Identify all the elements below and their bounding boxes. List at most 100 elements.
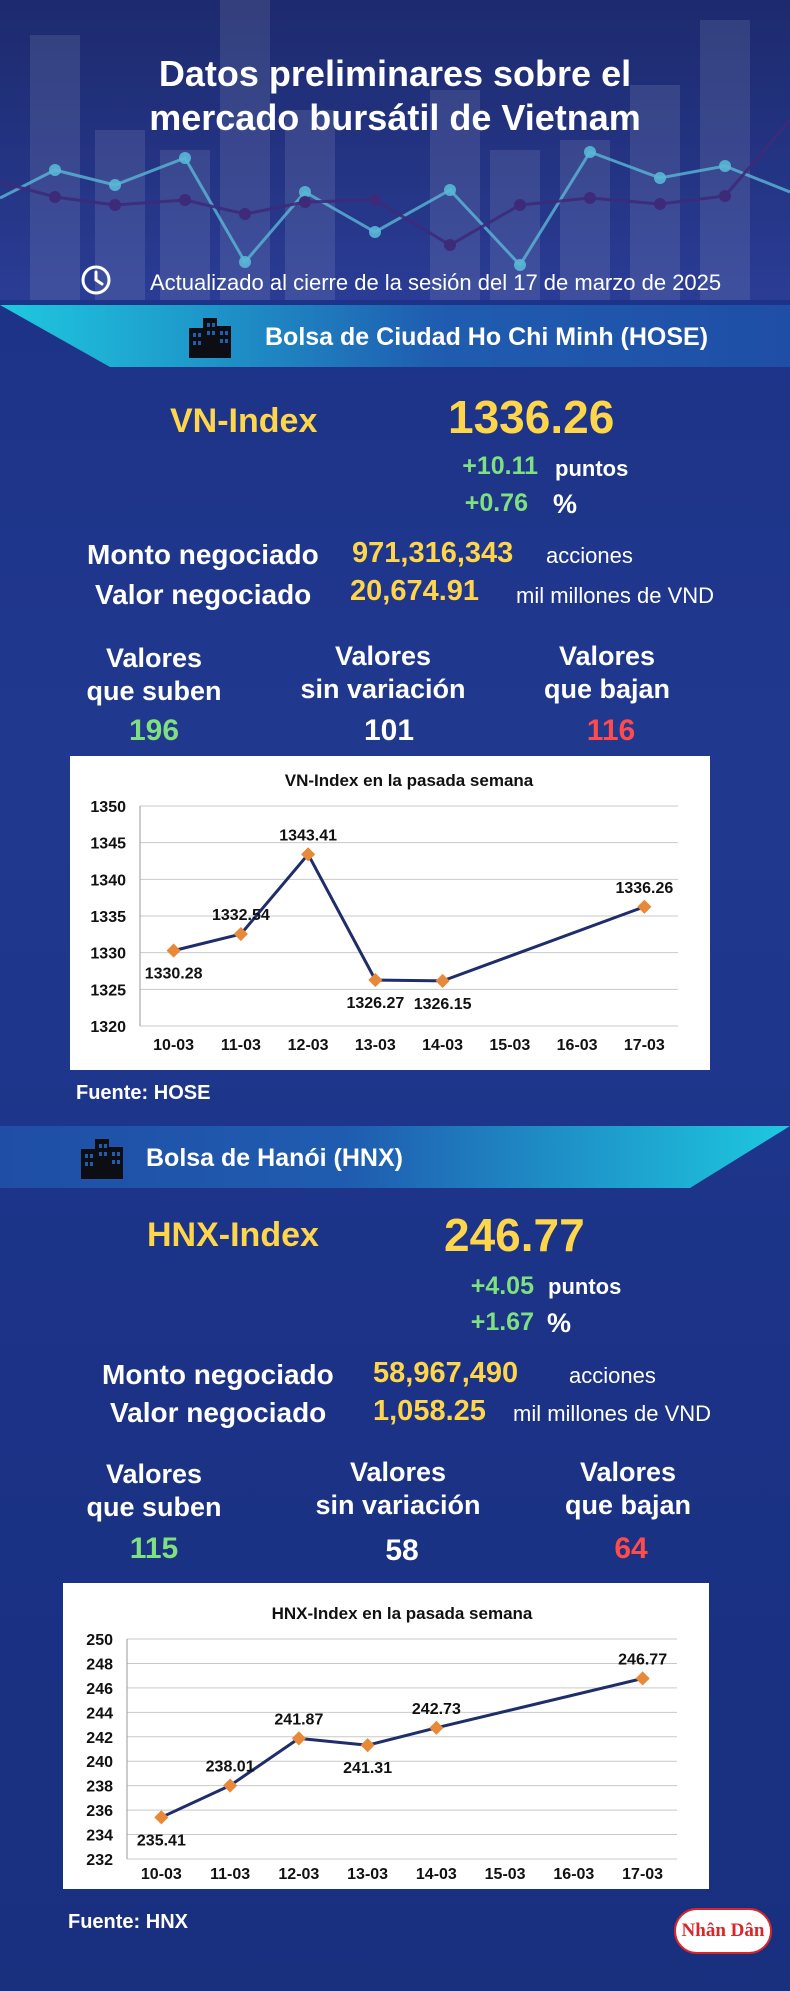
- hose-decliners-count: 116: [586, 714, 636, 747]
- hnx-y-tick-label: 240: [86, 1754, 113, 1771]
- vn-data-label: 1336.26: [615, 880, 673, 897]
- vn-index-points-unit: puntos: [555, 456, 629, 481]
- vn-y-tick-label: 1340: [90, 872, 126, 889]
- hnx-series-line: [160, 1677, 643, 1819]
- hnx-x-tick-label: 10-03: [141, 1866, 182, 1883]
- hose-unchanged-label: Valores sin variación: [273, 640, 493, 706]
- hnx-index-chart-panel: HNX-Index en la pasada semana 232 234 236 23…: [63, 1583, 709, 1889]
- hose-volume-value: 971,316,343: [352, 537, 514, 569]
- hnx-data-label: 235.41: [137, 1832, 186, 1849]
- hose-unchanged-label-line-1: Valores: [334, 641, 432, 671]
- vn-data-label: 1330.28: [145, 966, 203, 983]
- hose-decliners-label-line-1: Valores: [558, 641, 656, 671]
- hnx-unchanged-count: 58: [385, 1534, 419, 1567]
- hose-unchanged-label-line-2: sin variación: [300, 674, 466, 704]
- vn-data-label: 1343.41: [279, 827, 337, 844]
- vn-x-tick-label: 12-03: [288, 1037, 329, 1054]
- vn-data-label: 1332.54: [212, 907, 270, 924]
- hose-advancers-label: Valores que suben: [44, 642, 264, 708]
- hnx-x-tick-label: 13-03: [347, 1866, 388, 1883]
- vn-data-point: [166, 943, 181, 958]
- hnx-advancers-label: Valores que suben: [44, 1458, 264, 1524]
- vn-y-tick-label: 1325: [90, 982, 126, 999]
- hose-unchanged-count: 101: [363, 714, 415, 747]
- hnx-volume-unit: acciones: [569, 1363, 656, 1388]
- hnx-unchanged-label-line-2: sin variación: [315, 1490, 481, 1520]
- updated-timestamp: Actualizado al cierre de la sesión del 1…: [150, 270, 722, 295]
- hose-advancers-count: 196: [128, 714, 180, 747]
- vn-index-change-points: +10.11: [462, 452, 538, 480]
- vn-y-tick-label: 1350: [90, 799, 126, 816]
- hnx-chart-title: HNX-Index en la pasada semana: [272, 1604, 533, 1623]
- hose-advancers-label-line-1: Valores: [105, 643, 203, 673]
- vn-y-tick-label: 1320: [90, 1019, 126, 1036]
- header-decoration: [0, 0, 790, 300]
- hnx-index-points-unit: puntos: [548, 1274, 622, 1299]
- vn-x-tick-label: 15-03: [489, 1037, 530, 1054]
- hnx-unchanged-label: Valores sin variación: [288, 1456, 508, 1522]
- hnx-unchanged-label-line-1: Valores: [349, 1457, 447, 1487]
- vn-index-value: 1336.26: [448, 391, 615, 443]
- hnx-data-label: 241.87: [274, 1711, 323, 1728]
- building-icon: [81, 1139, 123, 1179]
- nhan-dan-logo: Nhân Dân: [674, 1908, 772, 1954]
- hnx-y-tick-label: 234: [86, 1828, 113, 1845]
- hnx-exchange-name: Bolsa de Hanói (HNX): [146, 1144, 403, 1172]
- hose-volume-label: Monto negociado: [87, 539, 319, 570]
- hnx-x-tick-label: 15-03: [485, 1866, 526, 1883]
- hnx-data-label: 238.01: [206, 1759, 255, 1776]
- hnx-y-tick-label: 238: [86, 1779, 113, 1796]
- vn-y-tick-label: 1345: [90, 836, 126, 853]
- vn-data-label: 1326.15: [414, 996, 472, 1013]
- hose-decliners-label: Valores que bajan: [497, 640, 717, 706]
- hnx-x-tick-label: 16-03: [553, 1866, 594, 1883]
- vn-data-point: [233, 926, 248, 942]
- hnx-advancers-label-line-1: Valores: [105, 1459, 203, 1489]
- hose-value-unit: mil millones de VND: [516, 583, 715, 608]
- hnx-volume-label: Monto negociado: [102, 1359, 334, 1390]
- hnx-x-tick-label: 11-03: [210, 1866, 250, 1883]
- vn-y-tick-label: 1335: [90, 909, 126, 926]
- hnx-data-point: [291, 1731, 306, 1746]
- hnx-y-tick-label: 242: [86, 1730, 113, 1747]
- hnx-decliners-label: Valores que bajan: [518, 1456, 738, 1522]
- hnx-y-tick-label: 250: [86, 1632, 113, 1649]
- hnx-data-point: [223, 1778, 238, 1793]
- clock-icon: [81, 265, 111, 295]
- hnx-data-label: 242.73: [412, 1701, 461, 1718]
- hnx-index-value: 246.77: [444, 1209, 585, 1261]
- hnx-data-label: 241.31: [343, 1760, 392, 1777]
- hnx-section-band: [0, 1126, 790, 1188]
- hnx-data-point: [360, 1738, 375, 1753]
- vn-index-chart: VN-Index en la pasada semana 1320 1325 1330…: [90, 771, 678, 1054]
- vn-x-tick-label: 13-03: [355, 1037, 396, 1054]
- hose-source: Fuente: HOSE: [76, 1082, 211, 1104]
- hnx-decliners-label-line-2: que bajan: [564, 1490, 692, 1520]
- hose-advancers-label-line-2: que suben: [86, 676, 222, 706]
- hnx-x-tick-label: 17-03: [622, 1866, 663, 1883]
- page-title-line-2: mercado bursátil de Vietnam: [149, 97, 641, 138]
- vn-x-tick-label: 17-03: [624, 1037, 665, 1054]
- page-title-line-1: Datos preliminares sobre el: [158, 53, 632, 94]
- hnx-decliners-count: 64: [614, 1532, 648, 1565]
- hnx-x-tick-label: 12-03: [278, 1866, 319, 1883]
- hnx-index-label: HNX-Index: [147, 1216, 319, 1254]
- hnx-advancers-label-line-2: que suben: [86, 1492, 222, 1522]
- vn-x-tick-label: 14-03: [422, 1037, 463, 1054]
- hnx-y-tick-label: 236: [86, 1803, 113, 1820]
- vn-chart-title: VN-Index en la pasada semana: [285, 771, 534, 790]
- vn-index-chart-panel: VN-Index en la pasada semana 1320 1325 1330…: [70, 756, 710, 1070]
- vn-index-change-percent: +0.76: [464, 489, 528, 517]
- vn-x-tick-label: 16-03: [557, 1037, 598, 1054]
- hnx-value-unit: mil millones de VND: [513, 1401, 712, 1426]
- vn-x-tick-label: 11-03: [221, 1037, 261, 1054]
- hose-value-value: 20,674.91: [350, 575, 480, 607]
- vn-y-tick-label: 1330: [90, 946, 126, 963]
- hnx-index-change-percent: +1.67: [470, 1308, 534, 1336]
- hnx-index-percent-unit: %: [547, 1308, 572, 1338]
- vn-series-line: [173, 852, 645, 983]
- vn-data-label: 1326.27: [346, 995, 404, 1012]
- nhan-dan-logo-text: Nhân Dân: [681, 1920, 765, 1941]
- hnx-data-point: [635, 1671, 650, 1686]
- vn-index-label: VN-Index: [170, 402, 318, 440]
